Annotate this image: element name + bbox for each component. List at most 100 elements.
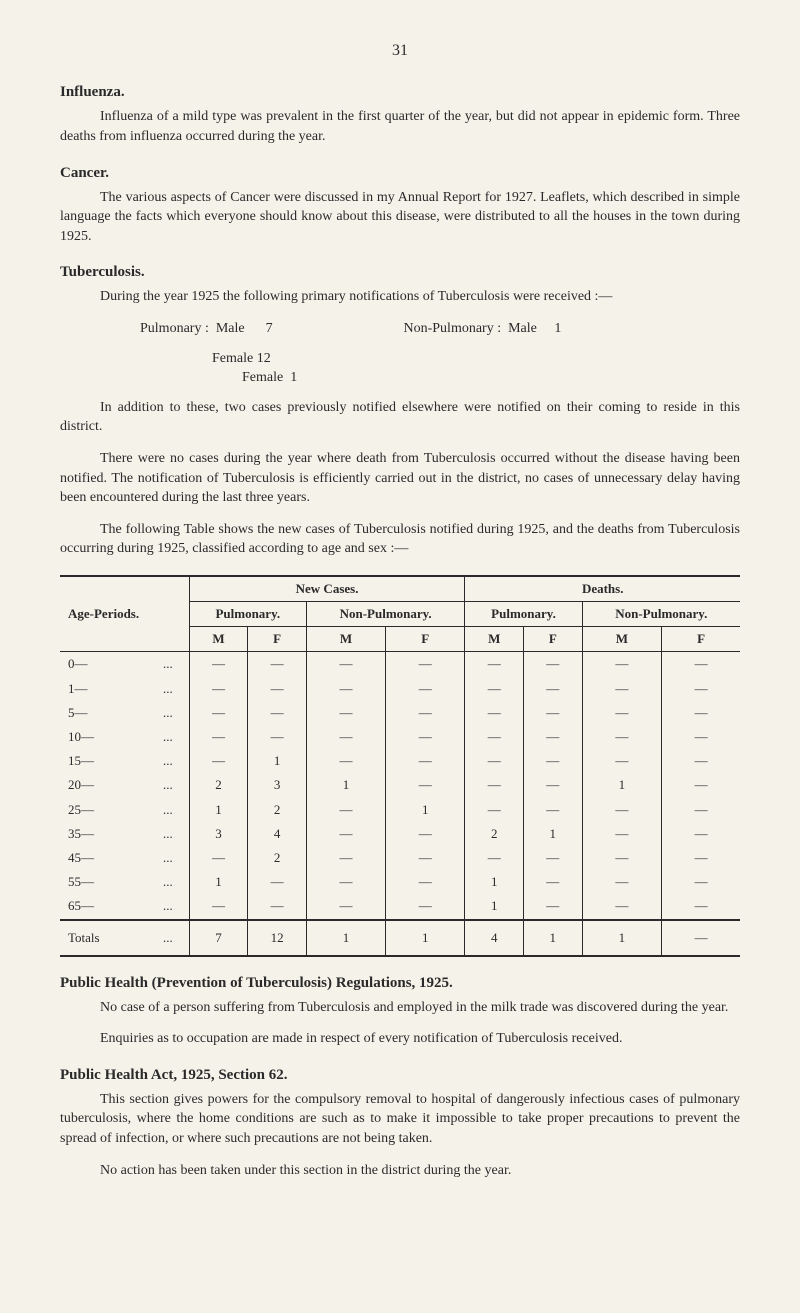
table-cell: —	[524, 725, 583, 749]
table-cell: —	[524, 894, 583, 919]
th-m: M	[306, 627, 385, 652]
table-cell: —	[465, 749, 524, 773]
table-cell: —	[386, 749, 465, 773]
table-cell: 1	[189, 798, 248, 822]
table-cell: —	[524, 870, 583, 894]
table-cell: —	[189, 749, 248, 773]
tuberculosis-table: Age-Periods. New Cases. Deaths. Pulmonar…	[60, 575, 740, 957]
table-cell: —	[248, 870, 307, 894]
table-cell: —	[662, 652, 740, 677]
totals-label: Totals	[68, 930, 100, 945]
table-row-age: 15—...	[60, 749, 189, 773]
section62-para2: No action has been taken under this sect…	[60, 1161, 740, 1181]
table-cell: —	[386, 846, 465, 870]
tuberculosis-para3: There were no cases during the year wher…	[60, 449, 740, 508]
pulmonary-female: Female 12	[212, 351, 271, 366]
nonpulmonary-female: Female 1	[242, 370, 297, 385]
th-f: F	[524, 627, 583, 652]
table-cell: 4	[248, 822, 307, 846]
table-row-age: 5—...	[60, 701, 189, 725]
table-cell: —	[386, 822, 465, 846]
totals-cell: 1	[524, 920, 583, 956]
table-cell: —	[465, 652, 524, 677]
tuberculosis-stats: Pulmonary : Male 7 Non-Pulmonary : Male …	[140, 319, 740, 339]
table-cell: 2	[248, 798, 307, 822]
table-cell: 1	[524, 822, 583, 846]
table-cell: —	[465, 677, 524, 701]
table-cell: —	[386, 652, 465, 677]
table-cell: 1	[386, 798, 465, 822]
section62-heading: Public Health Act, 1925, Section 62.	[60, 1065, 740, 1086]
table-cell: —	[662, 749, 740, 773]
cancer-para1: The various aspects of Cancer were discu…	[60, 188, 740, 247]
table-cell: —	[306, 894, 385, 919]
table-cell: 1	[248, 749, 307, 773]
table-cell: —	[306, 652, 385, 677]
table-cell: —	[248, 701, 307, 725]
table-cell: —	[189, 701, 248, 725]
tuberculosis-stats-2: Female 12 Female 1	[140, 349, 740, 388]
table-cell: —	[189, 677, 248, 701]
table-row-age: 10—...	[60, 725, 189, 749]
table-cell: —	[662, 773, 740, 797]
table-cell: —	[465, 846, 524, 870]
table-row-age: 55—...	[60, 870, 189, 894]
totals-cell: 1	[386, 920, 465, 956]
table-cell: —	[248, 652, 307, 677]
pulmonary-male: Male 7	[216, 321, 273, 336]
table-cell: —	[582, 749, 662, 773]
table-cell: —	[582, 846, 662, 870]
totals-cell: 1	[582, 920, 662, 956]
prevention-heading: Public Health (Prevention of Tuberculosi…	[60, 973, 740, 994]
th-new-pulm: Pulmonary.	[189, 602, 306, 627]
table-cell: —	[524, 846, 583, 870]
th-new: New Cases.	[189, 576, 465, 602]
table-row-age: 35—...	[60, 822, 189, 846]
tuberculosis-para4: The following Table shows the new cases …	[60, 520, 740, 559]
table-cell: —	[386, 701, 465, 725]
influenza-para1: Influenza of a mild type was prevalent i…	[60, 107, 740, 146]
table-cell: 1	[582, 773, 662, 797]
table-cell: 1	[306, 773, 385, 797]
table-cell: —	[306, 677, 385, 701]
table-cell: —	[189, 894, 248, 919]
table-cell: 2	[189, 773, 248, 797]
table-row-age: 25—...	[60, 798, 189, 822]
table-cell: —	[582, 652, 662, 677]
table-cell: —	[248, 894, 307, 919]
table-row-age: 65—...	[60, 894, 189, 919]
page-number: 31	[60, 40, 740, 62]
table-row-age: 45—...	[60, 846, 189, 870]
table-cell: —	[662, 798, 740, 822]
table-cell: —	[524, 798, 583, 822]
table-cell: —	[386, 773, 465, 797]
table-cell: —	[465, 725, 524, 749]
table-cell: —	[662, 894, 740, 919]
table-cell: —	[524, 677, 583, 701]
prevention-para2: Enquiries as to occupation are made in r…	[60, 1029, 740, 1049]
table-cell: —	[582, 725, 662, 749]
totals-cell: 1	[306, 920, 385, 956]
th-f: F	[662, 627, 740, 652]
totals-cell: 4	[465, 920, 524, 956]
table-cell: —	[386, 894, 465, 919]
table-cell: 2	[465, 822, 524, 846]
totals-cell: —	[662, 920, 740, 956]
table-cell: —	[306, 701, 385, 725]
th-age: Age-Periods.	[60, 576, 189, 652]
table-cell: —	[386, 725, 465, 749]
table-cell: —	[662, 725, 740, 749]
tuberculosis-heading: Tuberculosis.	[60, 262, 740, 283]
th-f: F	[248, 627, 307, 652]
cancer-heading: Cancer.	[60, 163, 740, 184]
nonpulmonary-male: Male 1	[508, 321, 561, 336]
table-cell: —	[662, 701, 740, 725]
totals-cell: 12	[248, 920, 307, 956]
table-cell: —	[662, 846, 740, 870]
th-deaths: Deaths.	[465, 576, 740, 602]
table-cell: —	[582, 701, 662, 725]
table-cell: —	[582, 798, 662, 822]
table-cell: —	[248, 725, 307, 749]
table-cell: —	[306, 749, 385, 773]
table-cell: —	[189, 725, 248, 749]
